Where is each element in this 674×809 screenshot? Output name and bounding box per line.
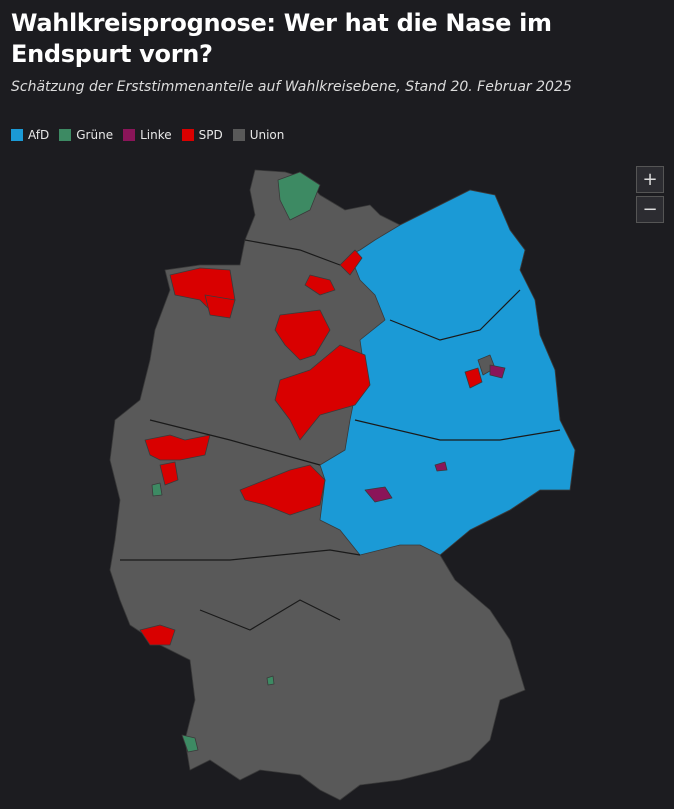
- legend-item[interactable]: Grüne: [59, 128, 113, 142]
- subtitle: Schätzung der Erststimmenanteile auf Wah…: [11, 79, 572, 95]
- region: [139, 624, 176, 646]
- region: [204, 294, 236, 319]
- zoom-out-button[interactable]: −: [636, 196, 664, 223]
- region: [266, 675, 275, 686]
- legend-label: Union: [249, 128, 285, 142]
- region: [277, 171, 321, 221]
- legend-label: AfD: [28, 128, 50, 142]
- legend-swatch: [232, 129, 245, 141]
- state-border: [354, 419, 561, 441]
- state-border: [149, 419, 321, 466]
- state-border: [244, 239, 341, 266]
- region: [464, 367, 483, 389]
- legend-swatch: [123, 129, 136, 141]
- legend-item[interactable]: SPD: [181, 128, 223, 142]
- region: [181, 734, 199, 753]
- state-border: [199, 599, 341, 631]
- region: [339, 249, 363, 276]
- region: [239, 464, 326, 516]
- legend-label: SPD: [198, 128, 223, 142]
- region: [274, 309, 331, 361]
- legend-item[interactable]: Union: [232, 128, 285, 142]
- region: [364, 486, 393, 503]
- legend-label: Linke: [140, 128, 172, 142]
- map: [109, 169, 576, 801]
- legend-swatch: [59, 129, 72, 141]
- legend-item[interactable]: Linke: [123, 128, 172, 142]
- region: [151, 482, 163, 497]
- legend: AfD Grüne Linke SPD Union: [11, 128, 284, 142]
- region: [159, 461, 179, 486]
- region: [144, 434, 211, 461]
- zoom-in-button[interactable]: +: [636, 166, 664, 193]
- legend-swatch: [181, 129, 194, 141]
- state-border: [120, 549, 361, 561]
- state-border: [389, 289, 521, 341]
- legend-item[interactable]: AfD: [11, 128, 49, 142]
- region: [434, 461, 448, 472]
- legend-label: Grüne: [76, 128, 114, 142]
- title: Wahlkreisprognose: Wer hat die Nase im E…: [11, 9, 552, 68]
- region: [274, 344, 371, 441]
- legend-swatch: [11, 129, 23, 141]
- region: [489, 364, 506, 379]
- region: [304, 274, 336, 296]
